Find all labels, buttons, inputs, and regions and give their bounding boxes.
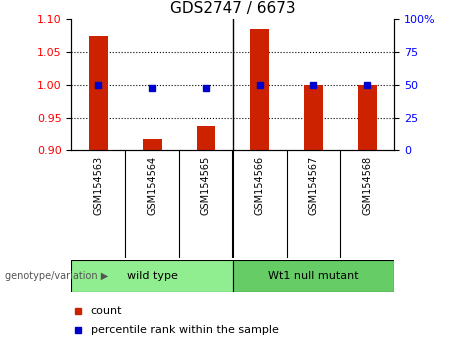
Bar — [196, 126, 215, 150]
Bar — [89, 36, 108, 150]
Text: GSM154568: GSM154568 — [362, 156, 372, 215]
Text: GSM154564: GSM154564 — [147, 156, 157, 215]
Bar — [250, 29, 269, 150]
Text: wild type: wild type — [127, 271, 177, 281]
Text: percentile rank within the sample: percentile rank within the sample — [91, 325, 279, 335]
Bar — [71, 260, 233, 292]
Text: GSM154567: GSM154567 — [308, 156, 319, 215]
Text: count: count — [91, 306, 122, 316]
Text: GSM154566: GSM154566 — [254, 156, 265, 215]
Text: GSM154563: GSM154563 — [93, 156, 103, 215]
Bar — [233, 260, 394, 292]
Bar — [304, 85, 323, 150]
Text: genotype/variation ▶: genotype/variation ▶ — [5, 271, 108, 281]
Bar — [143, 139, 161, 150]
Bar — [358, 85, 377, 150]
Text: GSM154565: GSM154565 — [201, 156, 211, 215]
Text: Wt1 null mutant: Wt1 null mutant — [268, 271, 359, 281]
Title: GDS2747 / 6673: GDS2747 / 6673 — [170, 0, 296, 16]
